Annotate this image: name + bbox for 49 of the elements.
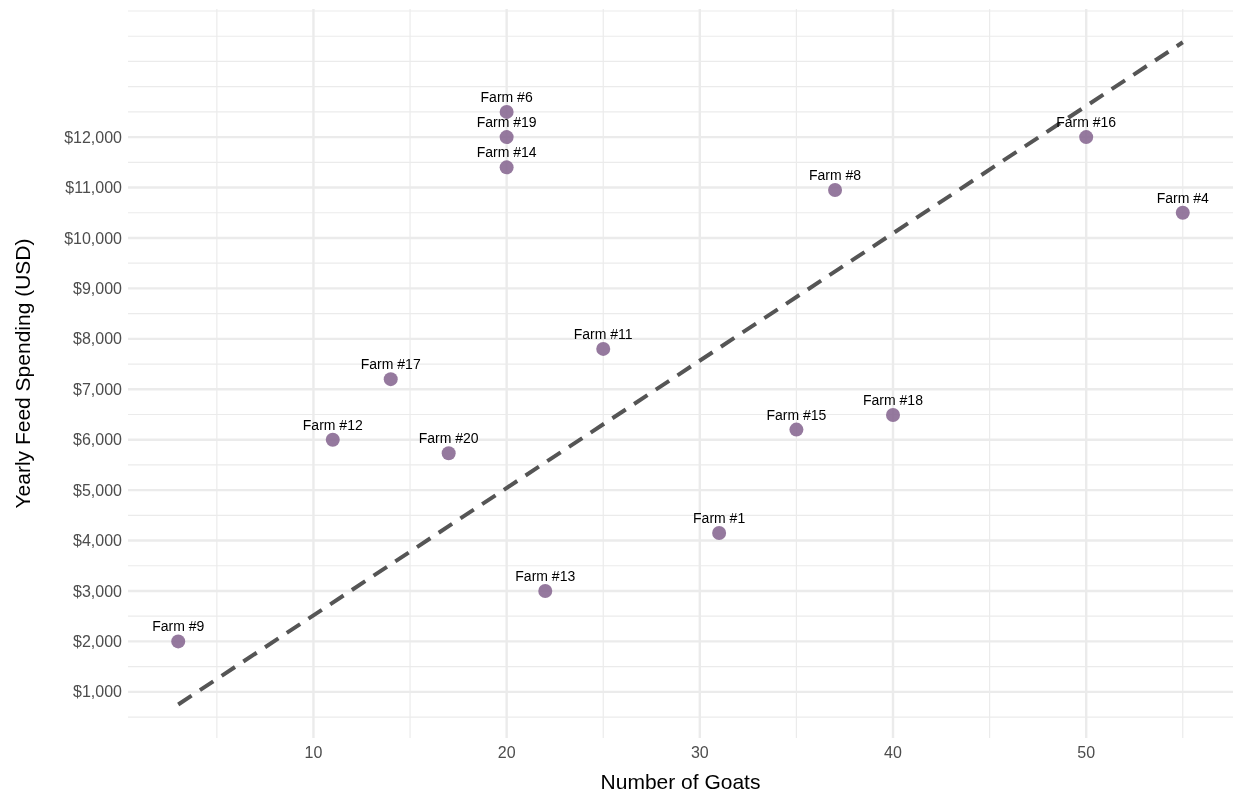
y-tick-label: $11,000 xyxy=(65,179,123,197)
y-tick-label: $3,000 xyxy=(73,582,123,600)
y-tick-label: $6,000 xyxy=(73,431,123,449)
annotation: Farm #9 xyxy=(152,618,205,635)
x-tick-label: 50 xyxy=(1077,744,1096,761)
x-tick-label: 40 xyxy=(884,744,902,761)
point xyxy=(171,634,186,649)
point xyxy=(441,446,456,461)
point xyxy=(325,432,340,447)
point xyxy=(1175,205,1190,220)
y-tick-label: $2,000 xyxy=(73,633,123,651)
point xyxy=(499,104,514,119)
point xyxy=(499,160,514,175)
y-tick-label: $12,000 xyxy=(64,128,123,146)
point xyxy=(383,372,398,387)
annotation: Farm #19 xyxy=(476,114,537,131)
y-tick-label: $7,000 xyxy=(73,380,123,398)
annotation: Farm #14 xyxy=(476,144,537,161)
y-tick-label: $9,000 xyxy=(73,280,123,297)
annotation: Farm #1 xyxy=(693,509,746,526)
point xyxy=(596,341,611,356)
x-axis-title: Number of Goats xyxy=(600,770,761,793)
annotation: Farm #18 xyxy=(863,391,924,408)
point xyxy=(499,130,514,145)
annotation: Farm #17 xyxy=(360,356,421,373)
annotation: Farm #11 xyxy=(573,325,633,342)
x-tick-label: 10 xyxy=(304,744,323,761)
y-tick-label: $4,000 xyxy=(73,532,123,550)
annotation: Farm #6 xyxy=(480,88,533,105)
y-tick-label: $10,000 xyxy=(64,229,123,247)
point xyxy=(712,525,727,540)
y-tick-label: $8,000 xyxy=(73,330,123,348)
annotation: Farm #12 xyxy=(302,416,363,433)
y-tick-label: $5,000 xyxy=(73,481,123,499)
point xyxy=(789,422,804,437)
annotation: Farm #16 xyxy=(1056,114,1117,131)
annotation: Farm #15 xyxy=(766,406,827,423)
y-tick-label: $1,000 xyxy=(73,683,123,701)
point xyxy=(1079,130,1094,145)
point xyxy=(538,583,553,598)
x-tick-label: 30 xyxy=(690,744,709,761)
annotation: Farm #4 xyxy=(1156,189,1210,206)
point xyxy=(828,183,843,198)
annotation: Farm #20 xyxy=(418,430,479,447)
point xyxy=(886,407,900,422)
annotation: Farm #13 xyxy=(515,567,576,584)
annotation: Farm #8 xyxy=(808,167,862,184)
x-tick-label: 20 xyxy=(497,744,516,761)
y-axis-title: Yearly Feed Spending (USD) xyxy=(11,238,34,509)
